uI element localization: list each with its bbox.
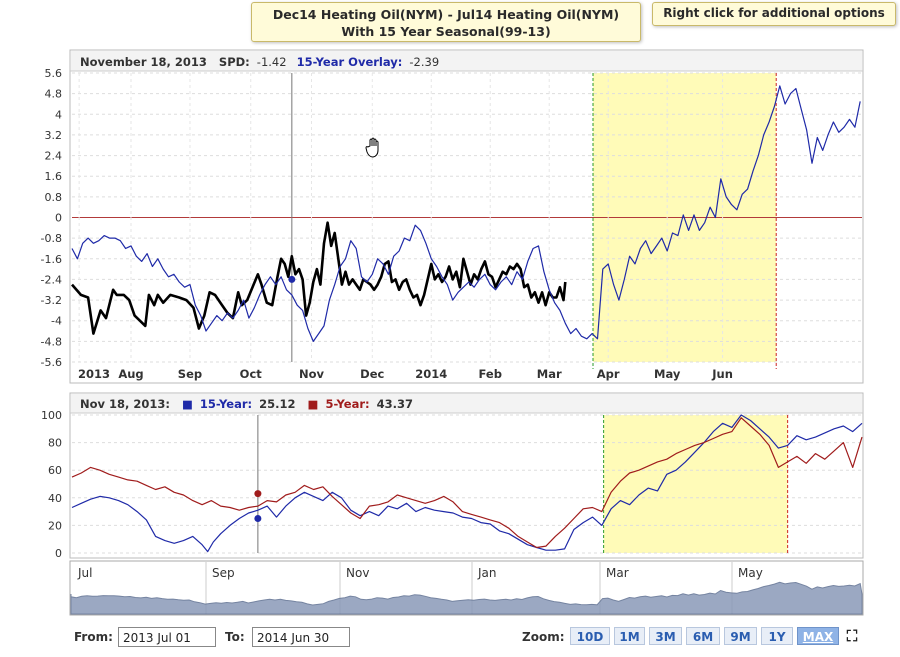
y-tick-label: 5.6 xyxy=(45,67,63,80)
spread-line xyxy=(71,221,567,335)
y-tick-label: 3.2 xyxy=(45,129,63,142)
fifteen-year-line xyxy=(71,414,863,553)
y-tick-label: -0.8 xyxy=(41,232,62,245)
y-tick-label: -2.4 xyxy=(41,273,62,286)
lower-y-tick-label: 0 xyxy=(55,547,62,560)
chart-title: Dec14 Heating Oil(NYM) - Jul14 Heating O… xyxy=(251,2,641,42)
navigator-month-label: Jul xyxy=(77,566,92,580)
navigator-area xyxy=(70,581,863,615)
x-tick-label: Sep xyxy=(178,367,202,381)
y-tick-label: -4 xyxy=(51,315,62,328)
lower-date: Nov 18, 2013: xyxy=(80,397,170,411)
x-tick-label: Jun xyxy=(711,367,733,381)
zoom-1y-button[interactable]: 1Y xyxy=(761,627,793,645)
navigator-month-label: May xyxy=(738,566,763,580)
lower-panel-header-text: Nov 18, 2013: ■ 15-Year: 25.12 ■ 5-Year:… xyxy=(80,397,413,411)
zoom-max-button[interactable]: MAX xyxy=(797,627,839,645)
to-date-input[interactable]: 2014 Jun 30 xyxy=(252,627,350,647)
chart-title-line1: Dec14 Heating Oil(NYM) - Jul14 Heating O… xyxy=(272,7,620,22)
lower-y-tick-label: 100 xyxy=(41,409,62,422)
lower-y-tick-label: 80 xyxy=(48,437,62,450)
lower-y-tick-label: 20 xyxy=(48,519,62,532)
zoom-label: Zoom: xyxy=(522,630,565,644)
x-tick-label: Aug xyxy=(118,367,143,381)
lower-panel-header xyxy=(71,394,862,413)
lower-y-tick-label: 60 xyxy=(48,464,62,477)
fifteen-year-marker xyxy=(254,515,262,522)
y-tick-label: -5.6 xyxy=(41,356,62,369)
hand-cursor-icon xyxy=(365,137,379,158)
y-tick-label: -1.6 xyxy=(41,253,62,266)
navigator-month-label: Mar xyxy=(606,566,629,580)
y-tick-label: 0 xyxy=(55,212,62,225)
upper-date: November 18, 2013 xyxy=(80,55,207,69)
y-tick-label: 4.8 xyxy=(45,88,63,101)
from-date-input[interactable]: 2013 Jul 01 xyxy=(118,627,216,647)
spd-value: -1.42 xyxy=(257,55,287,69)
upper-panel-header-text: November 18, 2013 SPD: -1.42 15-Year Ove… xyxy=(80,55,439,69)
navigator-month-label: Jan xyxy=(477,566,497,580)
zoom-6m-button[interactable]: 6M xyxy=(686,627,720,645)
zoom-3m-button[interactable]: 3M xyxy=(649,627,682,645)
fullscreen-icon[interactable]: ⛶ xyxy=(846,627,858,645)
legend-swatch-15: ■ xyxy=(182,397,193,411)
y5-value: 43.37 xyxy=(377,397,413,411)
x-tick-label: Dec xyxy=(360,367,384,381)
y15-value: 25.12 xyxy=(259,397,295,411)
legend-swatch-5: ■ xyxy=(308,397,319,411)
upper-panel-header xyxy=(71,51,862,71)
crosshair-marker xyxy=(288,275,296,283)
y-tick-label: 0.8 xyxy=(45,191,63,204)
x-tick-label: 2014 xyxy=(415,367,447,381)
navigator-month-label: Nov xyxy=(346,566,369,580)
lower-y-tick-label: 40 xyxy=(48,492,62,505)
five-year-line xyxy=(71,417,863,549)
x-tick-label: Oct xyxy=(240,367,263,381)
y-tick-label: 4 xyxy=(55,108,62,121)
y-tick-label: -4.8 xyxy=(41,335,62,348)
x-tick-label: Feb xyxy=(479,367,502,381)
footer-bar: From: 2013 Jul 01 To: 2014 Jun 30 Zoom: … xyxy=(0,624,900,654)
x-tick-label: Nov xyxy=(299,367,325,381)
chart-title-line2: With 15 Year Seasonal(99-13) xyxy=(341,24,551,39)
zoom-9m-button[interactable]: 9M xyxy=(724,627,757,645)
navigator-month-label: Sep xyxy=(212,566,235,580)
y-tick-label: -3.2 xyxy=(41,294,62,307)
y15-label: 15-Year: xyxy=(200,397,252,411)
x-tick-label: 2013 xyxy=(78,367,110,381)
upper-panel-frame xyxy=(69,49,864,384)
y5-label: 5-Year: xyxy=(325,397,369,411)
zoom-1m-button[interactable]: 1M xyxy=(614,627,645,645)
x-tick-label: Apr xyxy=(597,367,620,381)
x-tick-label: May xyxy=(654,367,681,381)
lower-panel-frame xyxy=(69,392,864,559)
overlay-15-line xyxy=(71,85,861,342)
x-tick-label: Mar xyxy=(537,367,562,381)
zoom-10d-button[interactable]: 10D xyxy=(570,627,610,645)
y-tick-label: 1.6 xyxy=(45,170,63,183)
overlay-label: 15-Year Overlay: xyxy=(297,55,403,69)
to-label: To: xyxy=(225,630,245,644)
overlay-value: -2.39 xyxy=(409,55,439,69)
chart-canvas[interactable]: November 18, 2013 SPD: -1.42 15-Year Ove… xyxy=(0,0,900,624)
lower-highlight-region xyxy=(603,415,788,553)
spd-label: SPD: xyxy=(219,55,250,69)
five-year-marker xyxy=(254,490,262,498)
from-label: From: xyxy=(74,630,113,644)
y-tick-label: 2.4 xyxy=(45,150,63,163)
right-click-hint[interactable]: Right click for additional options xyxy=(652,2,896,26)
